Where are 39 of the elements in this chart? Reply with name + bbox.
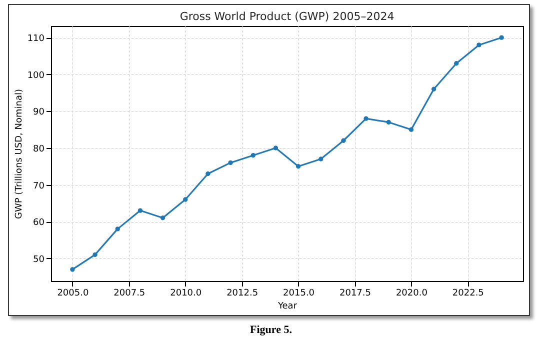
y-tick-label: 100 bbox=[27, 70, 45, 81]
y-tick-label: 80 bbox=[33, 144, 45, 154]
point bbox=[250, 153, 256, 158]
point bbox=[364, 116, 368, 121]
y-tick-label: 50 bbox=[33, 254, 45, 265]
y-axis-title: GWP (Trillions USD, Nominal) bbox=[14, 89, 24, 219]
point bbox=[296, 164, 301, 169]
y-tick-label: 60 bbox=[33, 218, 45, 228]
x-tick-label: 2017.5 bbox=[340, 288, 371, 298]
y-tick-label: 70 bbox=[33, 181, 45, 192]
point bbox=[160, 216, 166, 220]
point bbox=[408, 127, 414, 132]
point bbox=[228, 160, 233, 166]
x-tick-label: 2015.0 bbox=[283, 288, 315, 298]
point bbox=[476, 42, 482, 48]
point bbox=[318, 156, 324, 162]
x-tick-label: 2020.0 bbox=[396, 288, 428, 298]
point bbox=[206, 171, 210, 176]
x-tick-label: 2010.0 bbox=[170, 288, 202, 298]
chart-title: Gross World Product (GWP) 2005–2024 bbox=[180, 10, 394, 23]
x-tick-label: 2012.5 bbox=[226, 288, 258, 298]
x-tick-label: 2022.5 bbox=[452, 288, 484, 298]
point bbox=[183, 197, 188, 202]
point bbox=[273, 146, 278, 150]
x-tick-label: 2005.0 bbox=[57, 288, 89, 298]
y-tick-label: 110 bbox=[27, 34, 45, 44]
point bbox=[386, 120, 391, 125]
point bbox=[431, 86, 436, 92]
caption: Figure 5. bbox=[249, 324, 293, 336]
y-tick-label: 90 bbox=[33, 108, 45, 118]
x-tick-label: 2007.5 bbox=[114, 288, 146, 298]
point bbox=[115, 226, 120, 232]
point bbox=[70, 267, 75, 272]
x-axis-title: Year bbox=[276, 302, 298, 312]
point bbox=[499, 35, 504, 40]
point bbox=[454, 61, 459, 66]
point bbox=[138, 208, 143, 213]
point bbox=[92, 252, 98, 258]
point bbox=[341, 138, 346, 143]
